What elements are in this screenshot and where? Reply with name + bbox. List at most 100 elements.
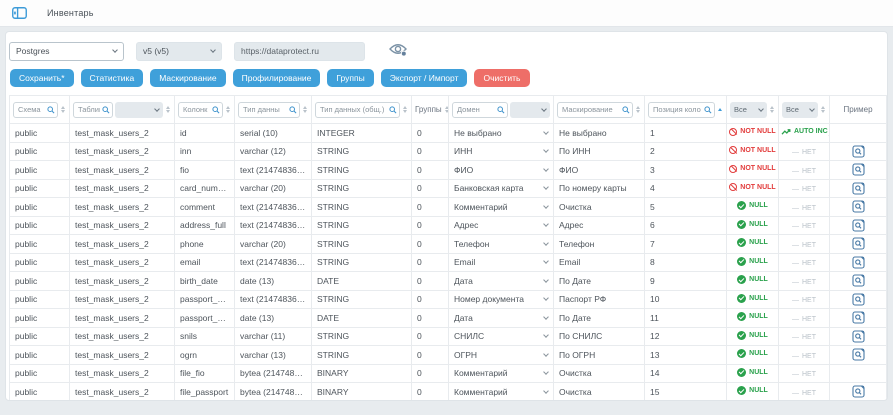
example-view-button[interactable] (851, 237, 865, 250)
sidebar-toggle-button[interactable] (10, 5, 29, 21)
table-row[interactable]: public test_mask_users_2 passport_symb..… (9, 289, 887, 309)
sort-icon[interactable] (402, 105, 408, 115)
table-filter-input[interactable] (73, 101, 113, 118)
table-row[interactable]: public test_mask_users_2 birth_date date… (9, 271, 887, 291)
example-view-button[interactable] (851, 274, 865, 287)
table-row[interactable]: public test_mask_users_2 inn varchar (12… (9, 141, 887, 161)
cell-domain-select[interactable]: Дата (448, 271, 554, 291)
cell-schema: public (9, 197, 70, 217)
search-icon (389, 105, 397, 113)
cell-groups: 0 (411, 308, 449, 328)
example-view-button[interactable] (851, 219, 865, 232)
cell-domain-select[interactable]: Комментарий (448, 363, 554, 383)
domain-value: Комментарий (454, 368, 508, 379)
example-view-button[interactable] (851, 145, 865, 158)
database-select-value: Postgres (16, 46, 50, 56)
cell-general-type: STRING (311, 160, 412, 180)
table-row[interactable]: public test_mask_users_2 file_passport b… (9, 382, 887, 400)
sort-icon[interactable] (635, 105, 641, 115)
table-row[interactable]: public test_mask_users_2 file_fio bytea … (9, 363, 887, 383)
cell-domain-select[interactable]: ФИО (448, 160, 554, 180)
example-view-button[interactable] (851, 163, 865, 176)
view-connection-button[interactable] (386, 40, 411, 59)
sort-icon[interactable] (444, 105, 448, 115)
constraint-badge: NULL (737, 386, 768, 396)
table-row[interactable]: public test_mask_users_2 passport_date d… (9, 308, 887, 328)
cell-column: fio (174, 160, 235, 180)
table-row[interactable]: public test_mask_users_2 address_full te… (9, 215, 887, 235)
general-type-filter-input[interactable] (315, 101, 400, 118)
domain-filter-select[interactable] (510, 101, 550, 118)
cell-domain-select[interactable]: Банковская карта (448, 178, 554, 198)
table-row[interactable]: public test_mask_users_2 card_number var… (9, 178, 887, 198)
cell-domain-select[interactable]: Комментарий (448, 382, 554, 400)
sort-icon[interactable] (769, 105, 775, 115)
sort-icon[interactable] (165, 105, 171, 115)
sort-ascending-icon[interactable] (717, 107, 723, 112)
profiling-button[interactable]: Профилирование (232, 69, 321, 87)
title-bar: Инвентарь (0, 0, 893, 27)
position-filter-input[interactable] (648, 101, 715, 118)
table-row[interactable]: public test_mask_users_2 snils varchar (… (9, 326, 887, 346)
example-view-button[interactable] (851, 311, 865, 324)
masking-button[interactable]: Маскирование (150, 69, 226, 87)
cell-domain-select[interactable]: Не выбрано (448, 123, 554, 143)
cell-domain-select[interactable]: ИНН (448, 141, 554, 161)
cell-domain-select[interactable]: Дата (448, 308, 554, 328)
cell-table: test_mask_users_2 (69, 160, 175, 180)
autoinc-badge: — НЕТ (792, 279, 816, 286)
cell-domain-select[interactable]: Адрес (448, 215, 554, 235)
autoinc-label: НЕТ (802, 149, 816, 157)
example-view-button[interactable] (851, 200, 865, 213)
example-view-button[interactable] (851, 385, 865, 398)
cell-data-type: bytea (2147483647) (234, 382, 312, 400)
masking-filter-input[interactable] (557, 101, 633, 118)
not-null-icon (729, 183, 738, 192)
cell-schema: public (9, 308, 70, 328)
sort-icon[interactable] (820, 105, 826, 115)
table-row[interactable]: public test_mask_users_2 id serial (10) … (9, 123, 887, 143)
connection-url-input[interactable] (234, 41, 365, 61)
sort-icon[interactable] (60, 105, 66, 115)
table-row[interactable]: public test_mask_users_2 phone varchar (… (9, 234, 887, 254)
sort-icon[interactable] (225, 105, 231, 115)
save-button[interactable]: Сохранить* (10, 69, 74, 87)
groups-button[interactable]: Группы (327, 69, 374, 87)
export-import-button[interactable]: Экспорт / Импорт (380, 69, 468, 87)
example-view-button[interactable] (851, 293, 865, 306)
version-select[interactable]: v5 (v5) (136, 41, 222, 61)
table-row[interactable]: public test_mask_users_2 fio text (21474… (9, 160, 887, 180)
cell-domain-select[interactable]: Email (448, 252, 554, 272)
cell-domain-select[interactable]: СНИЛС (448, 326, 554, 346)
table-row[interactable]: public test_mask_users_2 email text (214… (9, 252, 887, 272)
table-row[interactable]: public test_mask_users_2 ogrn varchar (1… (9, 345, 887, 365)
example-view-button[interactable] (851, 330, 865, 343)
clear-button[interactable]: Очистить (474, 69, 530, 87)
autoinc-label: НЕТ (802, 204, 816, 212)
sort-icon[interactable] (302, 105, 308, 115)
column-filter-input[interactable] (178, 101, 223, 118)
autoinc-badge: — НЕТ (792, 205, 816, 212)
statistics-button[interactable]: Статистика (80, 69, 144, 87)
constraint-filter-select[interactable]: Все (730, 101, 767, 118)
example-view-button[interactable] (851, 256, 865, 269)
cell-position: 5 (644, 197, 727, 217)
cell-domain-select[interactable]: Телефон (448, 234, 554, 254)
cell-domain-select[interactable]: Номер документа (448, 289, 554, 309)
table-filter-select[interactable] (115, 101, 163, 118)
cell-domain-select[interactable]: Комментарий (448, 197, 554, 217)
domain-value: Номер документа (454, 294, 524, 305)
table-row[interactable]: public test_mask_users_2 comment text (2… (9, 197, 887, 217)
autoinc-filter-select[interactable]: Все (782, 101, 818, 118)
domain-filter-input[interactable] (452, 101, 508, 118)
data-type-filter-input[interactable] (238, 101, 300, 118)
cell-masking: Email (553, 252, 645, 272)
schema-filter-input[interactable] (13, 101, 58, 118)
cell-domain-select[interactable]: ОГРН (448, 345, 554, 365)
database-select[interactable]: Postgres (9, 41, 124, 61)
cell-data-type: varchar (12) (234, 141, 312, 161)
example-view-button[interactable] (851, 348, 865, 361)
cell-general-type: STRING (311, 289, 412, 309)
example-view-button[interactable] (851, 182, 865, 195)
cell-masking: Не выбрано (553, 123, 645, 143)
